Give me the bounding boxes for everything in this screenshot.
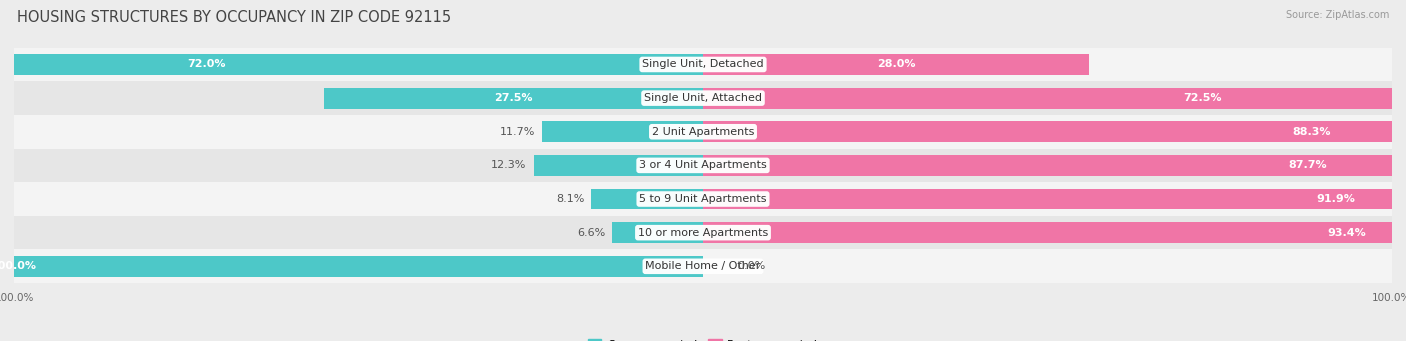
Text: 12.3%: 12.3% [491,160,527,170]
Bar [703,54,1088,75]
Bar [703,121,1406,142]
Text: Mobile Home / Other: Mobile Home / Other [645,261,761,271]
Bar [14,81,1392,115]
Bar [0,256,703,277]
Text: 2 Unit Apartments: 2 Unit Apartments [652,127,754,137]
Text: 8.1%: 8.1% [557,194,585,204]
Text: 93.4%: 93.4% [1327,228,1365,238]
Bar [0,54,703,75]
Text: 6.6%: 6.6% [576,228,605,238]
Legend: Owner-occupied, Renter-occupied: Owner-occupied, Renter-occupied [583,335,823,341]
Text: 10 or more Apartments: 10 or more Apartments [638,228,768,238]
Bar [592,189,703,209]
Bar [14,149,1392,182]
Bar [703,189,1406,209]
Text: 5 to 9 Unit Apartments: 5 to 9 Unit Apartments [640,194,766,204]
Bar [325,88,703,108]
Bar [14,48,1392,81]
Text: 100.0%: 100.0% [0,261,37,271]
Text: 72.5%: 72.5% [1184,93,1222,103]
Text: 27.5%: 27.5% [495,93,533,103]
Text: 11.7%: 11.7% [499,127,534,137]
Text: 72.0%: 72.0% [188,59,226,70]
Text: Single Unit, Detached: Single Unit, Detached [643,59,763,70]
Bar [14,250,1392,283]
Bar [541,121,703,142]
Text: Source: ZipAtlas.com: Source: ZipAtlas.com [1285,10,1389,20]
Text: 3 or 4 Unit Apartments: 3 or 4 Unit Apartments [640,160,766,170]
Text: 91.9%: 91.9% [1316,194,1355,204]
Bar [703,88,1406,108]
Text: 28.0%: 28.0% [877,59,915,70]
Text: 88.3%: 88.3% [1292,127,1330,137]
Text: 87.7%: 87.7% [1288,160,1326,170]
Bar [14,182,1392,216]
Bar [14,115,1392,149]
Bar [703,222,1406,243]
Bar [612,222,703,243]
Bar [533,155,703,176]
Bar [14,216,1392,250]
Bar [703,155,1406,176]
Text: Single Unit, Attached: Single Unit, Attached [644,93,762,103]
Text: 0.0%: 0.0% [738,261,766,271]
Text: HOUSING STRUCTURES BY OCCUPANCY IN ZIP CODE 92115: HOUSING STRUCTURES BY OCCUPANCY IN ZIP C… [17,10,451,25]
